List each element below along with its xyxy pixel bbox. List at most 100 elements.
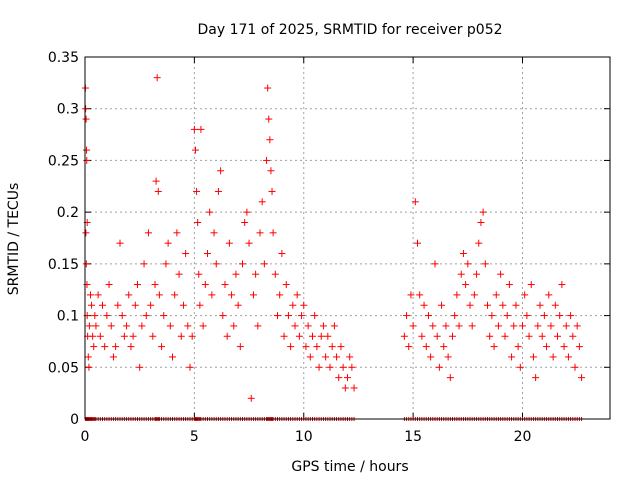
data-point-plus: [94, 291, 102, 299]
data-point-plus: [142, 312, 150, 320]
data-point-plus: [560, 343, 568, 351]
data-point-plus: [129, 332, 137, 340]
data-point-plus: [173, 229, 181, 237]
data-point-plus: [551, 301, 559, 309]
data-point-plus: [505, 281, 513, 289]
data-point-plus: [556, 312, 564, 320]
data-point-plus: [479, 208, 487, 216]
data-point-plus: [260, 260, 268, 268]
data-point-plus: [339, 363, 347, 371]
data-point-plus: [545, 291, 553, 299]
data-point-plus: [149, 332, 157, 340]
plot-frame: [84, 56, 611, 420]
data-point-plus: [85, 322, 93, 330]
data-point-plus: [497, 270, 505, 278]
data-point-plus: [554, 332, 561, 340]
data-point-plus: [457, 270, 465, 278]
data-point-plus: [571, 363, 579, 371]
data-point-plus: [486, 332, 494, 340]
data-point-plus: [152, 177, 160, 185]
data-point-plus: [416, 291, 424, 299]
data-point-plus: [265, 115, 273, 123]
y-tick-label: 0.2: [57, 205, 79, 221]
data-point-plus: [414, 239, 421, 247]
data-point-plus: [175, 270, 183, 278]
data-point-plus: [328, 343, 336, 351]
data-point-plus: [155, 291, 163, 299]
data-point-plus: [210, 229, 218, 237]
data-point-plus: [264, 84, 272, 92]
data-point-plus: [182, 250, 190, 258]
data-point-plus: [477, 218, 485, 226]
axis-ticks: 0 0.05 0.1 0.15 0.2 0.25 0.3 0.35 0 5 10 15 20: [48, 50, 610, 445]
data-point-plus: [190, 125, 198, 133]
data-point-plus: [293, 291, 301, 299]
data-point-plus: [558, 281, 566, 289]
data-point-plus: [228, 291, 236, 299]
data-point-plus: [536, 301, 544, 309]
data-point-plus: [197, 125, 205, 133]
data-point-plus: [120, 332, 128, 340]
data-point-plus: [295, 332, 303, 340]
data-point-plus: [543, 343, 551, 351]
x-tick-label: 0: [81, 429, 90, 445]
data-point-plus: [188, 332, 196, 340]
data-point-plus: [567, 312, 575, 320]
data-point-plus: [223, 332, 231, 340]
data-points: [81, 74, 586, 421]
data-point-plus: [534, 322, 542, 330]
data-point-plus: [217, 167, 225, 175]
data-point-plus: [499, 301, 507, 309]
data-point-plus: [254, 322, 262, 330]
data-point-plus: [125, 291, 133, 299]
data-point-plus: [193, 187, 201, 195]
data-point-plus: [271, 270, 279, 278]
data-point-plus: [214, 187, 222, 195]
y-tick-label: 0.05: [48, 360, 79, 376]
data-point-plus: [538, 332, 546, 340]
data-point-plus: [429, 322, 437, 330]
data-point-plus: [179, 301, 187, 309]
data-point-plus: [88, 301, 96, 309]
data-point-plus: [268, 187, 276, 195]
data-point-plus: [562, 322, 570, 330]
data-point-plus: [578, 374, 586, 382]
data-point-plus: [86, 291, 94, 299]
data-point-plus: [258, 198, 266, 206]
data-point-plus: [82, 105, 90, 113]
data-point-plus: [199, 322, 207, 330]
data-point-plus: [473, 270, 481, 278]
data-point-plus: [337, 343, 345, 351]
data-point-plus: [103, 312, 111, 320]
y-tick-label: 0.25: [48, 153, 79, 169]
data-point-plus: [287, 343, 295, 351]
data-point-plus: [96, 332, 104, 340]
data-point-plus: [324, 332, 332, 340]
data-point-plus: [431, 260, 439, 268]
data-point-plus: [512, 301, 520, 309]
data-point-plus: [411, 198, 419, 206]
data-point-plus: [350, 384, 358, 392]
data-point-plus: [274, 312, 281, 320]
data-point-plus: [573, 322, 581, 330]
data-point-plus: [136, 363, 144, 371]
data-point-plus: [171, 291, 179, 299]
data-point-plus: [468, 322, 476, 330]
data-point-plus: [232, 270, 240, 278]
data-point-plus: [464, 260, 472, 268]
data-point-plus: [333, 353, 341, 361]
data-point-plus: [298, 312, 306, 320]
data-point-plus: [84, 353, 92, 361]
data-point-plus: [101, 343, 109, 351]
data-point-plus: [516, 363, 524, 371]
data-point-plus: [140, 260, 148, 268]
data-point-plus: [107, 322, 115, 330]
data-point-plus: [405, 343, 413, 351]
data-point-plus: [245, 239, 253, 247]
data-point-plus: [403, 312, 411, 320]
data-point-plus: [282, 281, 290, 289]
data-point-plus: [455, 322, 463, 330]
data-point-plus: [306, 353, 314, 361]
data-point-plus: [453, 291, 461, 299]
